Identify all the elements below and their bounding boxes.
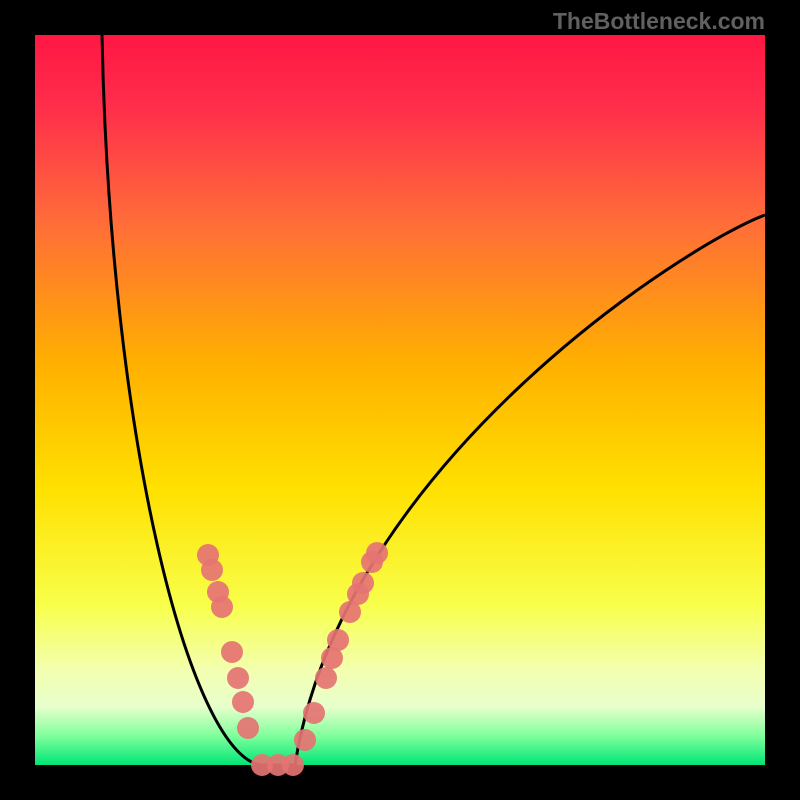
- marker-dot: [211, 596, 233, 618]
- marker-dot: [282, 754, 304, 776]
- chart-container: TheBottleneck.com: [0, 0, 800, 800]
- marker-dot: [294, 729, 316, 751]
- marker-dot: [221, 641, 243, 663]
- marker-dot: [352, 572, 374, 594]
- marker-dot: [227, 667, 249, 689]
- marker-dot: [315, 667, 337, 689]
- v-curve: [102, 35, 765, 765]
- markers-left: [197, 544, 259, 739]
- marker-dot: [201, 559, 223, 581]
- marker-dot: [303, 702, 325, 724]
- markers-bottom: [251, 754, 304, 776]
- watermark-label: TheBottleneck.com: [553, 8, 765, 35]
- marker-dot: [237, 717, 259, 739]
- marker-dot: [327, 629, 349, 651]
- marker-dot: [366, 542, 388, 564]
- markers-right: [294, 542, 388, 751]
- chart-overlay: [0, 0, 800, 800]
- marker-dot: [232, 691, 254, 713]
